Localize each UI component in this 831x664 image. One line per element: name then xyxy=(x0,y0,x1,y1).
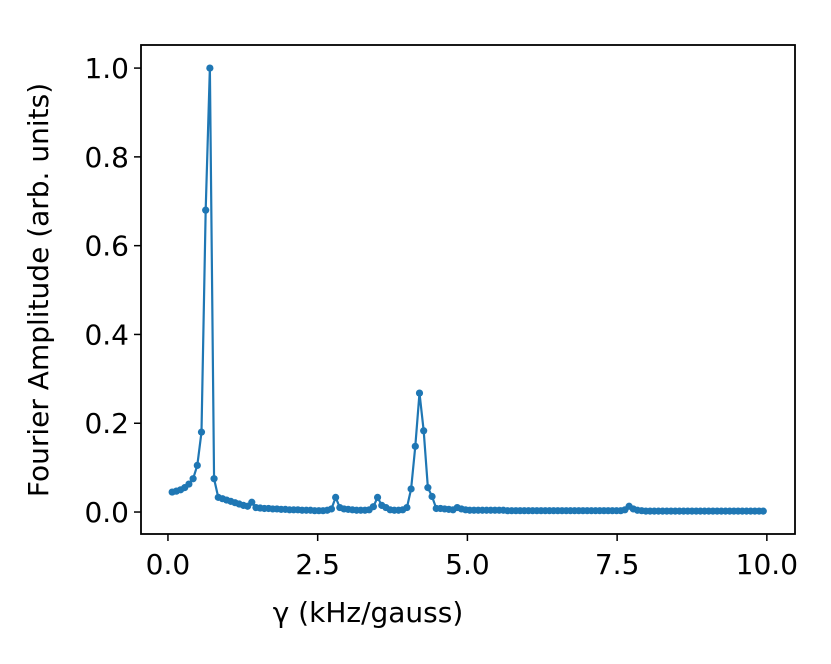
data-point xyxy=(327,505,336,513)
x-tick-label: 5.0 xyxy=(445,548,490,581)
data-point xyxy=(202,206,210,214)
y-tick-label: 0.6 xyxy=(84,230,129,263)
x-tick-label: 7.5 xyxy=(595,548,640,581)
data-point xyxy=(403,503,411,512)
y-tick-label: 0.8 xyxy=(84,141,129,174)
y-axis-label: Fourier Amplitude (arb. units) xyxy=(22,83,55,497)
data-point xyxy=(369,503,377,511)
data-point xyxy=(424,484,432,492)
x-tick-label: 0.0 xyxy=(146,548,191,581)
y-tick-label: 0.2 xyxy=(84,407,129,440)
data-point xyxy=(415,389,424,397)
data-line xyxy=(171,68,764,513)
data-point xyxy=(411,442,419,450)
y-tick-label: 0.4 xyxy=(84,318,129,351)
data-point xyxy=(185,480,193,488)
data-point xyxy=(428,492,436,501)
data-point xyxy=(407,485,415,493)
x-tick-label: 10.0 xyxy=(736,548,798,581)
data-point xyxy=(759,507,767,515)
data-point xyxy=(193,461,201,470)
y-tick-label: 0.0 xyxy=(84,496,129,529)
x-tick-label: 2.5 xyxy=(295,548,340,581)
y-tick-label: 1.0 xyxy=(84,52,129,85)
data-point xyxy=(248,498,256,506)
data-point xyxy=(197,428,206,436)
data-point xyxy=(373,493,382,501)
data-point xyxy=(420,427,428,435)
x-axis-label: γ (kHz/gauss) xyxy=(273,596,464,629)
data-point xyxy=(210,475,218,483)
data-point xyxy=(332,493,340,501)
data-point xyxy=(206,64,214,72)
data-point xyxy=(189,475,197,483)
plot-frame xyxy=(140,44,796,535)
